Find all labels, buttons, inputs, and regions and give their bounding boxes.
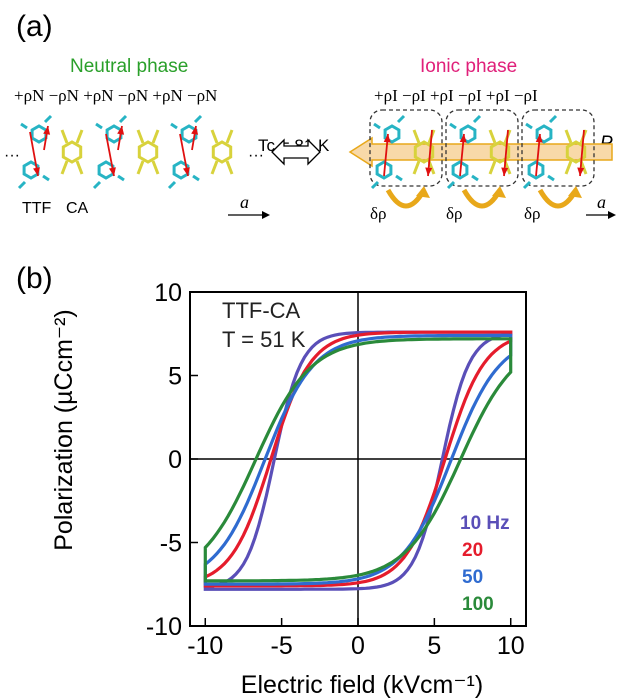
x-tick-label: -10 bbox=[187, 632, 223, 660]
legend-entry: 50 bbox=[462, 567, 484, 588]
x-tick-label: -5 bbox=[271, 632, 293, 660]
neutral-phase-title: Neutral phase bbox=[70, 56, 189, 77]
x-axis-label: Electric field (kVcm⁻¹) bbox=[240, 671, 484, 699]
polarization-arrow bbox=[348, 136, 613, 168]
series-loop-2 bbox=[203, 333, 513, 586]
y-tick-label: 10 bbox=[154, 279, 182, 307]
left-ellipsis: ··· bbox=[4, 147, 20, 164]
neutral-molecule-chain bbox=[17, 114, 234, 190]
ionic-molecule-chain bbox=[369, 109, 595, 209]
legend-entry: 10 Hz bbox=[460, 513, 510, 534]
phase-transition-double-arrow bbox=[271, 138, 321, 166]
neutral-charge-labels: +ρN −ρN +ρN −ρN +ρN −ρN bbox=[14, 86, 218, 105]
delta-rho-label-2: δρ bbox=[446, 204, 463, 223]
ttf-label: TTF bbox=[22, 200, 52, 217]
a-axis-label-ionic: a bbox=[597, 192, 606, 212]
hysteresis-curves bbox=[203, 330, 513, 591]
ionic-charge-labels: +ρI −ρI +ρI −ρI +ρI −ρI bbox=[374, 86, 538, 105]
x-tick-label: 0 bbox=[351, 632, 365, 660]
y-tick-label: -10 bbox=[146, 613, 182, 641]
legend-entry: 20 bbox=[462, 540, 484, 561]
x-tick-label: 5 bbox=[427, 632, 441, 660]
delta-rho-label-1: δρ bbox=[370, 204, 387, 223]
y-tick-label: 0 bbox=[168, 446, 182, 474]
ca-label: CA bbox=[66, 200, 89, 217]
phase-transition-schematic: ··· ··· a a δρ δρ δρ bbox=[4, 109, 616, 223]
temperature-label: T = 51 K bbox=[222, 327, 306, 352]
sample-name: TTF-CA bbox=[222, 298, 301, 323]
ionic-phase-title: Ionic phase bbox=[420, 56, 518, 77]
panel-a-label: (a) bbox=[16, 10, 53, 43]
legend-entry: 100 bbox=[462, 594, 494, 615]
a-axis-label-neutral: a bbox=[240, 192, 249, 212]
y-tick-label: -5 bbox=[160, 530, 182, 558]
delta-rho-label-3: δρ bbox=[524, 204, 541, 223]
panel-b-label: (b) bbox=[16, 262, 53, 295]
series-loop-3 bbox=[203, 337, 513, 583]
axis-ticks: -10 -5 0 5 10 -10 -5 0 5 10 bbox=[146, 279, 525, 660]
series-loop-1 bbox=[203, 330, 513, 588]
x-tick-label: 10 bbox=[497, 632, 525, 660]
right-ellipsis: ··· bbox=[248, 147, 264, 164]
y-tick-label: 5 bbox=[168, 363, 182, 391]
y-axis-label: Polarization (µCcm⁻²) bbox=[50, 309, 78, 551]
